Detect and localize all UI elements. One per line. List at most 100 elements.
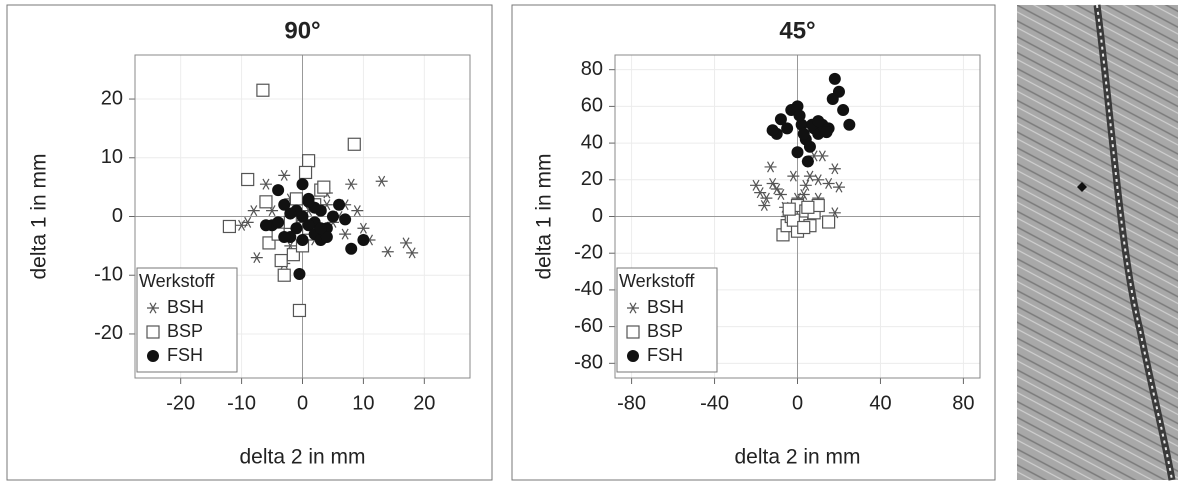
point — [289, 192, 304, 206]
point — [758, 199, 771, 212]
legend-marker — [627, 350, 639, 362]
point — [347, 137, 361, 151]
point — [278, 231, 291, 244]
point — [272, 216, 285, 229]
point — [278, 198, 291, 211]
point — [770, 183, 783, 195]
point — [241, 172, 255, 187]
x-tick-label: 80 — [952, 392, 974, 414]
y-tick-label: 60 — [581, 95, 603, 117]
y-tick-label: 10 — [101, 146, 123, 168]
y-tick-label: -20 — [94, 322, 123, 344]
point — [247, 205, 260, 217]
point — [828, 72, 841, 85]
photo-mark — [1077, 182, 1087, 192]
legend-marker — [626, 325, 640, 339]
point — [259, 219, 272, 232]
x-axis-label: delta 2 in mm — [734, 446, 860, 469]
point — [822, 215, 836, 229]
legend-label: BSP — [167, 321, 203, 341]
chart-title: 90° — [284, 17, 320, 44]
y-tick-label: 0 — [112, 205, 123, 227]
point — [290, 222, 303, 235]
point — [314, 222, 327, 235]
point — [296, 233, 309, 246]
point — [791, 100, 804, 113]
point — [277, 268, 291, 282]
point — [256, 83, 270, 97]
point — [812, 115, 825, 128]
point — [222, 219, 237, 234]
y-tick-label: 20 — [581, 168, 603, 190]
point — [774, 188, 787, 200]
point — [375, 175, 388, 187]
point — [816, 150, 829, 162]
point — [351, 205, 364, 217]
point — [272, 184, 285, 197]
point — [339, 213, 352, 226]
point — [320, 231, 333, 244]
point — [820, 126, 833, 139]
plot-frame — [134, 54, 471, 379]
point — [301, 154, 316, 168]
point — [235, 219, 248, 231]
point — [250, 252, 263, 264]
point — [259, 195, 273, 209]
point — [326, 210, 339, 223]
point — [400, 237, 413, 249]
y-tick-label: -40 — [574, 278, 603, 300]
point — [345, 178, 358, 190]
y-tick-label: -10 — [94, 264, 123, 286]
point — [406, 247, 419, 259]
point — [797, 220, 811, 235]
y-tick-label: 40 — [581, 131, 603, 153]
y-tick-label: 0 — [592, 205, 603, 227]
point — [333, 198, 346, 211]
legend-label: BSH — [647, 297, 684, 317]
point — [357, 222, 370, 234]
x-tick-label: 0 — [297, 392, 308, 414]
y-tick-label: -20 — [574, 241, 603, 263]
photo — [1017, 4, 1178, 481]
point — [797, 127, 810, 140]
x-tick-label: -10 — [227, 392, 256, 414]
x-axis-label: delta 2 in mm — [239, 446, 365, 469]
y-tick-label: -60 — [574, 315, 603, 337]
point — [828, 163, 841, 175]
point — [791, 146, 804, 159]
point — [302, 219, 315, 232]
point — [293, 268, 306, 281]
point — [754, 187, 767, 199]
x-tick-label: -80 — [617, 392, 646, 414]
x-tick-label: 40 — [869, 392, 891, 414]
x-tick-label: 0 — [792, 392, 803, 414]
point — [797, 188, 810, 200]
point — [799, 179, 812, 191]
x-tick-label: 10 — [352, 392, 374, 414]
legend-label: BSP — [647, 321, 683, 341]
y-tick-label: 20 — [101, 87, 123, 109]
point — [357, 233, 370, 246]
point — [795, 118, 808, 131]
x-tick-label: 20 — [413, 392, 435, 414]
legend-label: BSH — [167, 297, 204, 317]
point — [339, 228, 352, 240]
point — [826, 93, 839, 106]
point — [793, 109, 806, 122]
y-tick-label: 80 — [581, 58, 603, 80]
legend-label: FSH — [167, 345, 203, 365]
point — [832, 181, 845, 193]
point — [298, 165, 313, 180]
point — [822, 177, 835, 189]
point — [317, 180, 331, 194]
point — [278, 169, 291, 181]
weld-seam-highlight — [1096, 4, 1173, 481]
point — [760, 192, 773, 204]
legend-title: Werkstoff — [139, 271, 215, 291]
point — [801, 200, 815, 214]
legend-marker — [147, 302, 159, 314]
y-axis-label: delta 1 in mm — [28, 153, 51, 279]
point — [764, 161, 777, 173]
y-axis-label: delta 1 in mm — [533, 153, 556, 279]
